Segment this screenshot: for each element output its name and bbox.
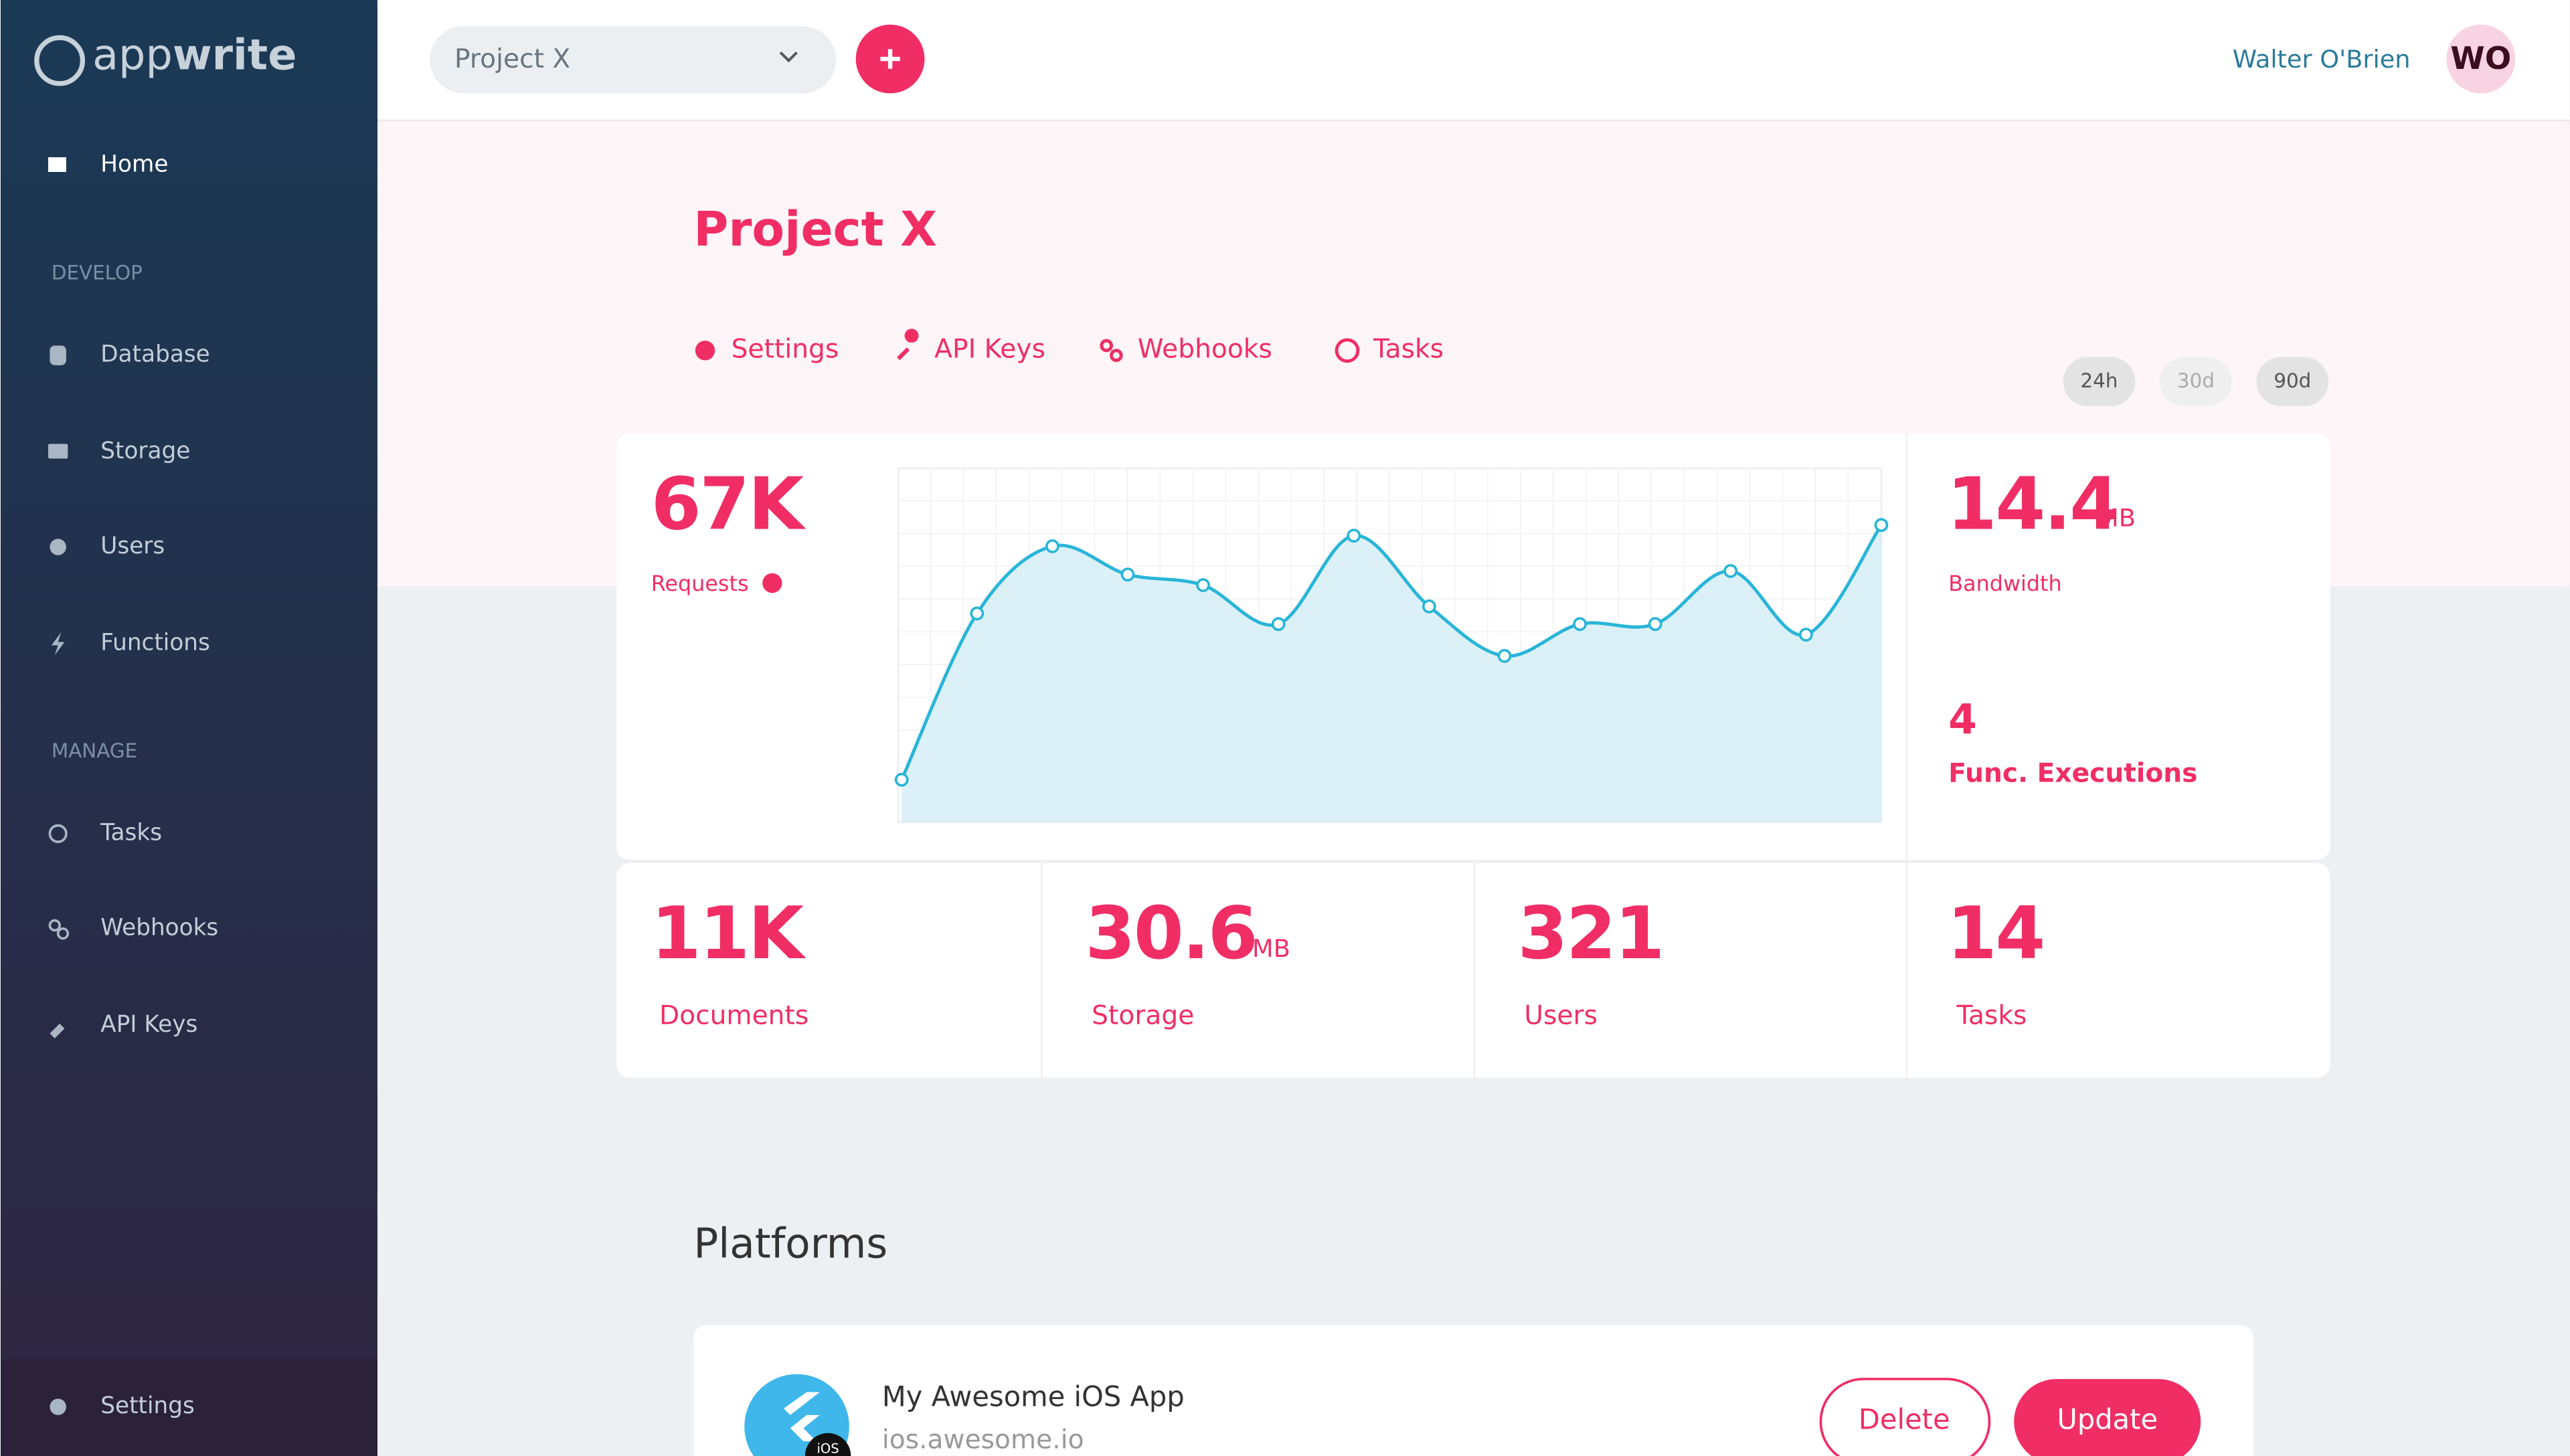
platform-logo — [784, 1392, 820, 1441]
point — [1874, 518, 1889, 533]
nav-item[interactable]: Database — [100, 341, 209, 368]
stat-value: 67K — [651, 463, 806, 547]
nav-item[interactable]: Webhooks — [100, 914, 218, 941]
stat-value: 30.6 — [1085, 892, 1256, 976]
user-name[interactable]: Walter O'Brien — [2233, 45, 2411, 74]
chevron — [779, 51, 798, 63]
section-title: Platforms — [693, 1220, 887, 1267]
range-label: 90d — [2274, 369, 2311, 392]
platform-host: ios.awesome.io — [882, 1425, 1084, 1455]
info-icon[interactable] — [762, 573, 782, 594]
stat-unit: MB — [1252, 934, 1290, 963]
sidebar — [1, 0, 377, 1456]
point — [1120, 567, 1135, 582]
logo-part: app — [92, 30, 173, 80]
nav-section: MANAGE — [52, 739, 137, 762]
point — [1045, 539, 1059, 553]
stat-label: Requests — [651, 571, 749, 596]
tab[interactable]: Tasks — [1373, 334, 1444, 364]
point — [1497, 648, 1512, 663]
stat-value: 321 — [1518, 892, 1663, 976]
stat-value: 14 — [1947, 892, 2044, 976]
area — [902, 525, 1881, 822]
button-label: Delete — [1859, 1403, 1950, 1436]
range-label: 24h — [2081, 369, 2118, 392]
nav-icons — [48, 345, 70, 1415]
avatar[interactable] — [2446, 24, 2516, 94]
avatar-text: WO — [2450, 40, 2511, 76]
logo[interactable]: appwrite — [34, 30, 297, 86]
page-title: Project X — [693, 201, 937, 257]
button-label: Update — [2057, 1403, 2158, 1436]
stat-label: Tasks — [1956, 1001, 2027, 1031]
nav-item[interactable]: Users — [100, 533, 165, 559]
platform-name: My Awesome iOS App — [882, 1380, 1185, 1413]
point — [1648, 617, 1662, 632]
range-pill[interactable] — [2256, 357, 2329, 407]
point — [1196, 578, 1211, 592]
stat-value: 4 — [1948, 696, 1977, 743]
nav-item[interactable]: Home — [100, 151, 168, 178]
tab[interactable]: Settings — [732, 334, 839, 364]
stat-label: Users — [1524, 1001, 1598, 1031]
point — [1573, 617, 1587, 632]
stat-value: 14.4 — [1947, 463, 2118, 547]
nav-item[interactable]: Storage — [100, 438, 190, 464]
point — [1422, 599, 1436, 614]
project-select[interactable] — [430, 26, 837, 94]
nav-item[interactable]: Settings — [100, 1392, 194, 1419]
logo-icon — [34, 35, 86, 86]
nav-section: DEVELOP — [52, 261, 143, 284]
point — [1347, 529, 1361, 543]
stat-label: Storage — [1092, 1001, 1194, 1031]
point — [970, 606, 984, 621]
range-pill[interactable] — [2160, 357, 2232, 407]
point — [894, 772, 909, 787]
plus-icon — [880, 49, 900, 69]
stat-label: Documents — [659, 1001, 808, 1031]
tab-icons — [695, 329, 1360, 363]
project-select-text: Project X — [454, 44, 570, 74]
logo-text: appwrite — [92, 30, 296, 80]
stat-value: 11K — [651, 892, 806, 976]
point — [1798, 628, 1813, 642]
nav-item[interactable]: Tasks — [100, 819, 162, 846]
point — [1271, 617, 1286, 632]
requests-chart — [894, 518, 1889, 822]
home-icon — [48, 157, 66, 173]
tab[interactable]: Webhooks — [1138, 334, 1272, 364]
delete-button[interactable] — [1819, 1378, 1991, 1456]
stat-unit: MB — [2097, 503, 2136, 532]
point — [1723, 563, 1738, 578]
range-label: 30d — [2177, 369, 2215, 392]
logo-part: write — [173, 30, 297, 80]
update-button[interactable] — [2014, 1378, 2201, 1456]
nav-item[interactable]: API Keys — [100, 1011, 197, 1038]
tab[interactable]: API Keys — [934, 334, 1045, 364]
stat-label: Bandwidth — [1948, 571, 2061, 596]
range-pill[interactable] — [2063, 357, 2136, 407]
dividers — [1041, 862, 1908, 1078]
stat-label: Func. Executions — [1948, 758, 2197, 788]
nav-item[interactable]: Functions — [100, 629, 210, 656]
badge-text: iOS — [817, 1441, 839, 1456]
platform-badge — [804, 1433, 851, 1456]
